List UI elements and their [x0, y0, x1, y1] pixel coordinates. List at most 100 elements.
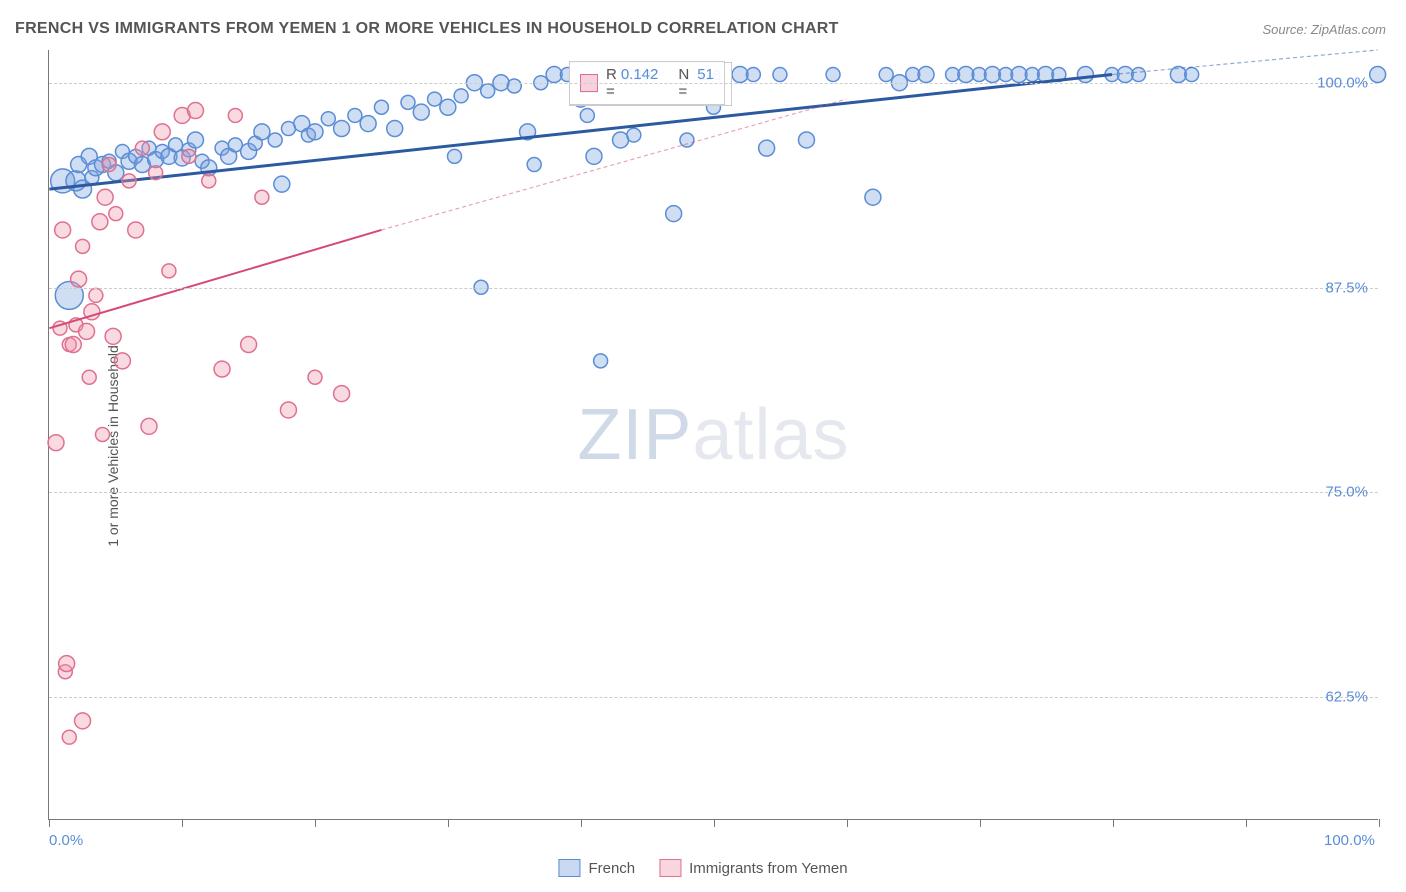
- x-tick-label: 0.0%: [49, 832, 83, 849]
- x-tick-mark: [847, 819, 848, 827]
- x-tick-mark: [182, 819, 183, 827]
- data-point: [627, 128, 641, 142]
- data-point: [92, 214, 108, 230]
- trend-line-ghost: [381, 99, 846, 230]
- series-legend-yemen: Immigrants from Yemen: [659, 859, 847, 877]
- data-point: [274, 176, 290, 192]
- data-point: [321, 112, 335, 126]
- data-point: [114, 353, 130, 369]
- data-point: [187, 103, 203, 119]
- data-point: [680, 133, 694, 147]
- x-tick-mark: [1113, 819, 1114, 827]
- y-tick-label: 87.5%: [1325, 279, 1368, 296]
- data-point: [76, 239, 90, 253]
- data-point: [360, 116, 376, 132]
- data-point: [586, 148, 602, 164]
- data-point: [918, 67, 934, 83]
- data-point: [440, 99, 456, 115]
- data-point: [1077, 67, 1093, 83]
- plot-svg: [49, 50, 1378, 819]
- chart-title: FRENCH VS IMMIGRANTS FROM YEMEN 1 OR MOR…: [15, 20, 839, 38]
- data-point: [241, 337, 257, 353]
- trend-line-ghost: [1112, 50, 1378, 75]
- data-point: [1185, 68, 1199, 82]
- data-point: [71, 271, 87, 287]
- legend-swatch-icon: [659, 859, 681, 877]
- data-point: [255, 190, 269, 204]
- y-tick-label: 100.0%: [1317, 74, 1368, 91]
- data-point: [1370, 67, 1386, 83]
- data-point: [334, 121, 350, 137]
- y-tick-label: 75.0%: [1325, 484, 1368, 501]
- data-point: [507, 79, 521, 93]
- data-point: [879, 68, 893, 82]
- legend-swatch-icon: [558, 859, 580, 877]
- data-point: [75, 713, 91, 729]
- data-point: [109, 207, 123, 221]
- y-tick-label: 62.5%: [1325, 689, 1368, 706]
- data-point: [387, 121, 403, 137]
- x-tick-mark: [49, 819, 50, 827]
- x-tick-mark: [1379, 819, 1380, 827]
- data-point: [594, 354, 608, 368]
- data-point: [102, 158, 116, 172]
- series-legend-label: French: [588, 860, 635, 877]
- data-point: [48, 435, 64, 451]
- x-tick-mark: [315, 819, 316, 827]
- series-legend-french: French: [558, 859, 635, 877]
- data-point: [580, 108, 594, 122]
- series-legend: French Immigrants from Yemen: [558, 859, 847, 877]
- data-point: [62, 730, 76, 744]
- data-point: [746, 68, 760, 82]
- gridline: [49, 288, 1378, 289]
- data-point: [280, 402, 296, 418]
- data-point: [59, 656, 75, 672]
- data-point: [214, 361, 230, 377]
- plot-area: ZIPatlas R = 0.607 N = 118 R = 0.142 N =…: [48, 50, 1378, 820]
- data-point: [826, 68, 840, 82]
- data-point: [89, 288, 103, 302]
- data-point: [1132, 68, 1146, 82]
- data-point: [122, 174, 136, 188]
- data-point: [401, 95, 415, 109]
- series-legend-label: Immigrants from Yemen: [689, 860, 847, 877]
- x-tick-mark: [448, 819, 449, 827]
- data-point: [307, 124, 323, 140]
- data-point: [348, 108, 362, 122]
- x-tick-mark: [980, 819, 981, 827]
- data-point: [82, 370, 96, 384]
- source-attribution: Source: ZipAtlas.com: [1262, 22, 1386, 37]
- data-point: [447, 149, 461, 163]
- data-point: [55, 222, 71, 238]
- data-point: [334, 386, 350, 402]
- data-point: [254, 124, 270, 140]
- data-point: [428, 92, 442, 106]
- x-tick-label: 100.0%: [1324, 832, 1375, 849]
- data-point: [79, 323, 95, 339]
- data-point: [865, 189, 881, 205]
- data-point: [666, 206, 682, 222]
- x-tick-mark: [581, 819, 582, 827]
- x-tick-mark: [1246, 819, 1247, 827]
- gridline: [49, 492, 1378, 493]
- correlation-chart: FRENCH VS IMMIGRANTS FROM YEMEN 1 OR MOR…: [0, 0, 1406, 892]
- data-point: [65, 337, 81, 353]
- data-point: [798, 132, 814, 148]
- gridline: [49, 83, 1378, 84]
- data-point: [162, 264, 176, 278]
- data-point: [96, 428, 110, 442]
- data-point: [268, 133, 282, 147]
- data-point: [759, 140, 775, 156]
- data-point: [454, 89, 468, 103]
- data-point: [97, 189, 113, 205]
- data-point: [202, 174, 216, 188]
- data-point: [141, 418, 157, 434]
- data-point: [527, 158, 541, 172]
- data-point: [128, 222, 144, 238]
- data-point: [182, 149, 196, 163]
- data-point: [187, 132, 203, 148]
- x-tick-mark: [714, 819, 715, 827]
- data-point: [308, 370, 322, 384]
- data-point: [135, 141, 149, 155]
- data-point: [228, 108, 242, 122]
